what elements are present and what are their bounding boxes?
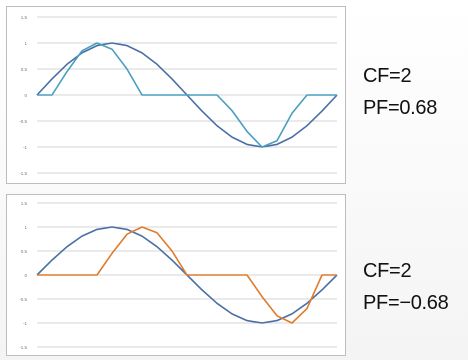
caption-top: CF=2 PF=0.68 [363,60,437,124]
series-line-1 [37,226,337,324]
y-tick-label: -1.5 [19,171,27,176]
chart-top: 1.5 1 0.5 0 -0.5 -1 -1.5 [19,15,338,176]
chart-panel-bottom: 1.5 1 0.5 0 -0.5 -1 -1.5 [6,194,346,356]
y-tick-label: -1 [23,145,27,150]
y-tick-label: 0.5 [21,249,28,254]
y-tick-label: 0 [24,93,27,98]
y-tick-label: 0.5 [21,67,28,72]
y-tick-label: -1.5 [19,345,27,350]
series-line-1 [37,42,337,148]
crest-factor-label: CF=2 [363,260,412,282]
caption-bottom: CF=2 PF=−0.68 [363,255,449,319]
y-tick-label: 1 [24,225,27,230]
y-tick-label: 1.5 [21,201,28,206]
crest-factor-label: CF=2 [363,65,412,87]
power-factor-label: PF=0.68 [363,97,438,119]
chart-panel-top: 1.5 1 0.5 0 -0.5 -1 -1.5 [6,6,346,184]
y-tick-label: 1 [24,41,27,46]
y-tick-label: 0 [24,273,27,278]
chart-bottom: 1.5 1 0.5 0 -0.5 -1 -1.5 [19,201,338,350]
power-factor-label: PF=−0.68 [363,292,449,314]
y-tick-label: 1.5 [21,15,28,20]
y-tick-label: -1 [23,321,27,326]
y-tick-label: -0.5 [19,297,27,302]
y-tick-label: -0.5 [19,119,27,124]
